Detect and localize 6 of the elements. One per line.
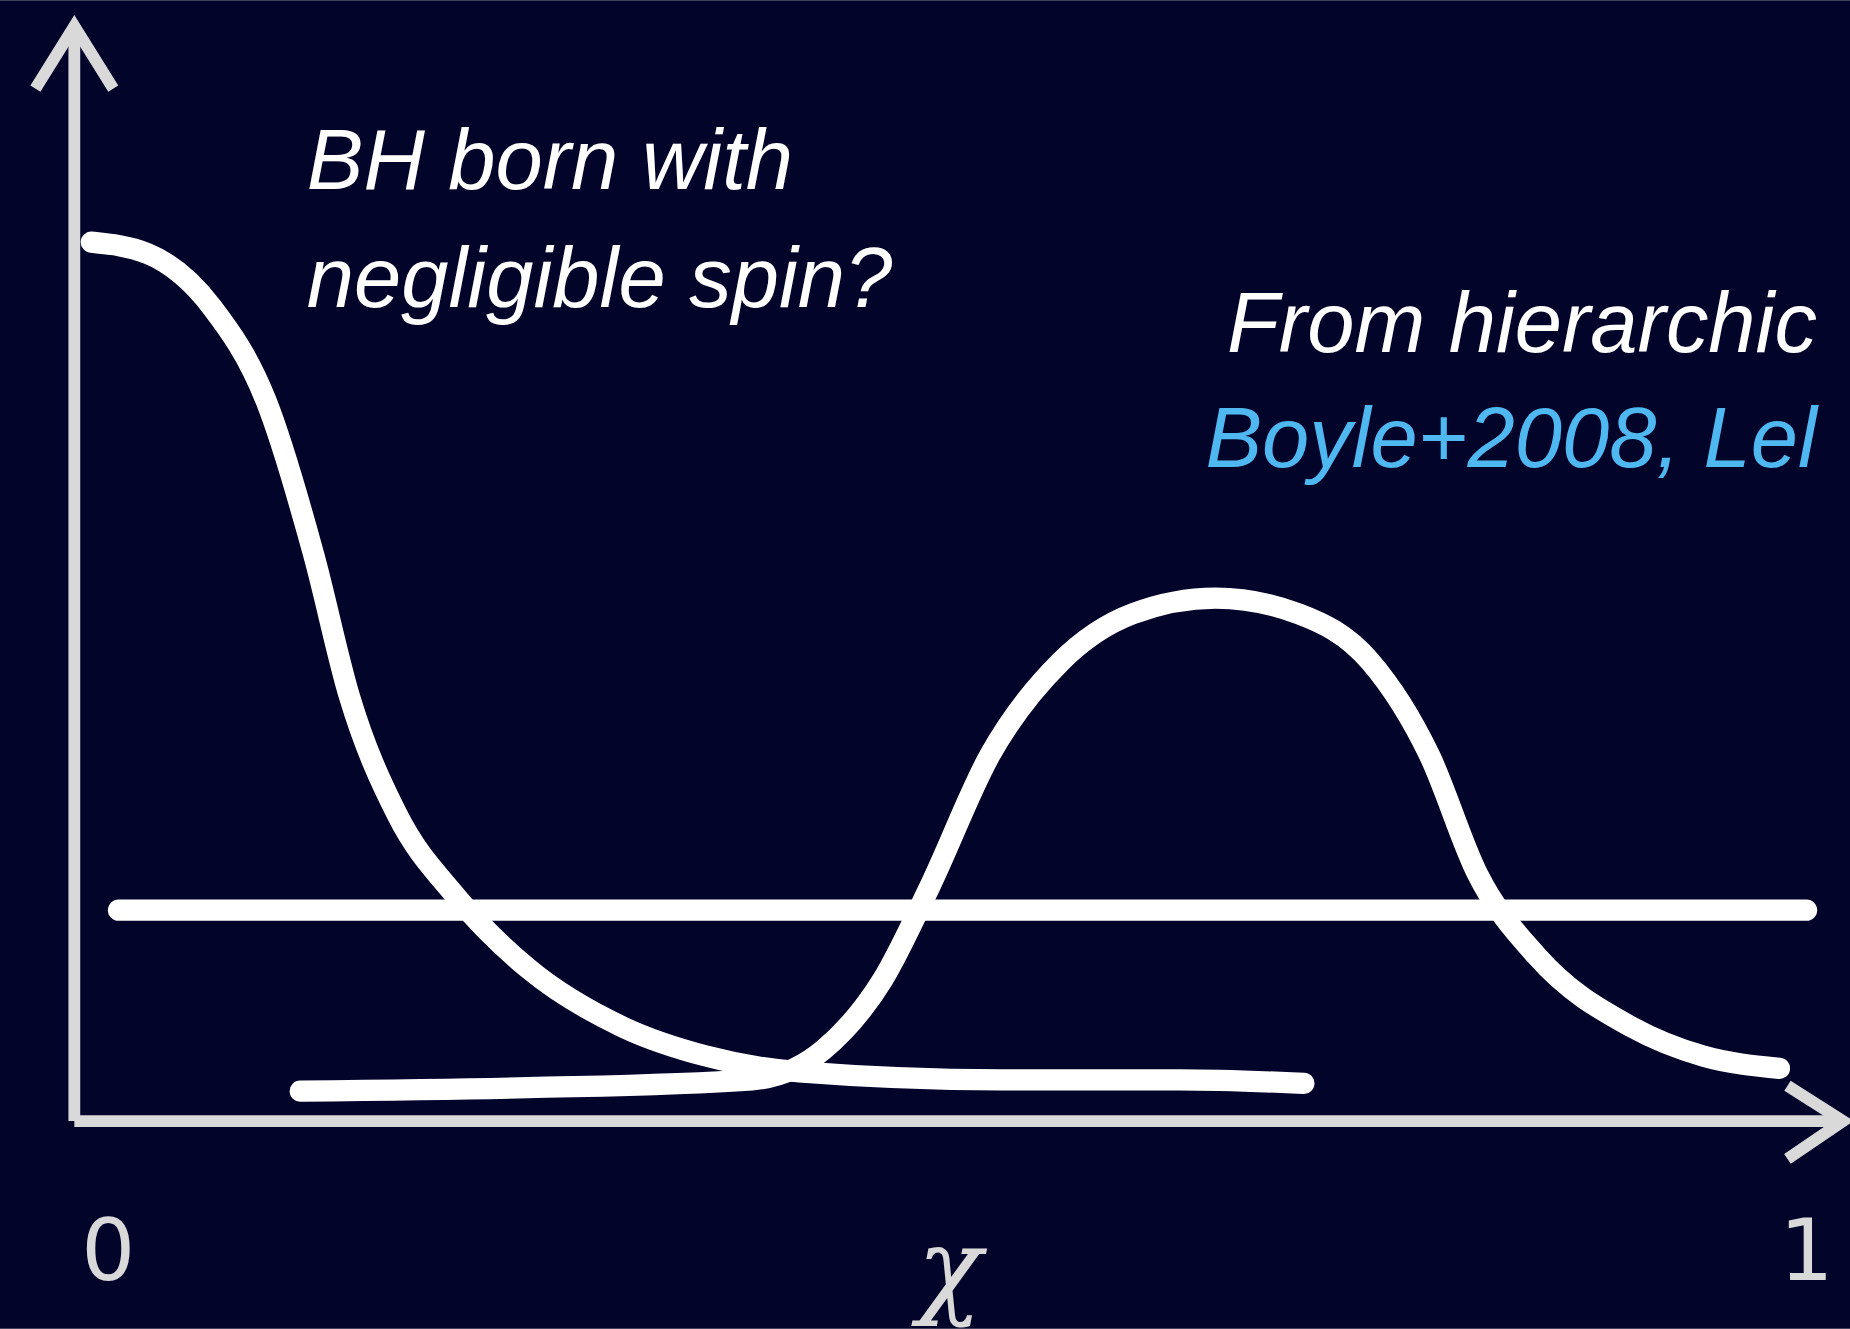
annotation: Boyle+2008, Lel [1205,390,1820,486]
annotation: From hierarchic [1227,274,1817,370]
x-tick-label: 0 [81,1201,136,1301]
x-tick-label: 1 [1779,1201,1834,1301]
annotation: BH born with negligible spin? [306,112,893,326]
x-axis-title: χ [910,1204,988,1329]
